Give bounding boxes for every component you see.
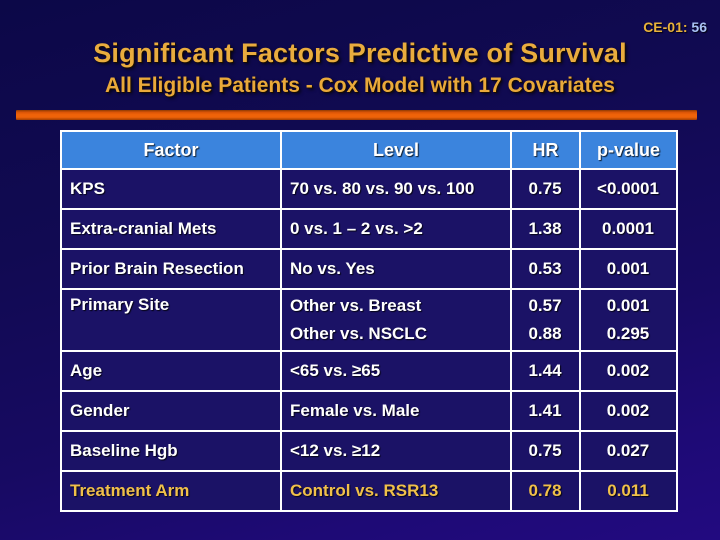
cell-line: 0.002 (606, 361, 650, 380)
table-body: KPS 70 vs. 80 vs. 90 vs. 100 0.75 <0.0001 Ex… (60, 168, 678, 512)
cell-line: 0.001 (606, 296, 650, 315)
factor-cell: KPS (60, 168, 282, 210)
level-cell: 70 vs. 80 vs. 90 vs. 100 (280, 168, 512, 210)
hr-cell: 0.75 (510, 430, 581, 472)
table-row: Treatment Arm Control vs. RSR13 0.78 0.011 (60, 470, 678, 512)
cell-line: Control vs. RSR13 (290, 481, 439, 500)
factor-cell: Treatment Arm (60, 470, 282, 512)
level-cell: <65 vs. ≥65 (280, 350, 512, 392)
level-cell: No vs. Yes (280, 248, 512, 290)
table-row: Prior Brain Resection No vs. Yes 0.53 0.001 (60, 248, 678, 290)
level-cell: Other vs. Breast Other vs. NSCLC (280, 288, 512, 352)
level-cell: Control vs. RSR13 (280, 470, 512, 512)
cell-line: Female vs. Male (290, 401, 420, 420)
factor-cell: Baseline Hgb (60, 430, 282, 472)
cell-line: 1.44 (528, 361, 562, 380)
cell-line: <65 vs. ≥65 (290, 361, 381, 380)
table-row: Extra-cranial Mets 0 vs. 1 – 2 vs. >2 1.38… (60, 208, 678, 250)
table-header: Factor Level HR p-value (60, 130, 678, 170)
cell-line: 0 vs. 1 – 2 vs. >2 (290, 219, 423, 238)
column-header-level: Level (280, 130, 512, 170)
hr-cell: 0.78 (510, 470, 581, 512)
factor-cell: Primary Site (60, 288, 282, 352)
hr-cell: 0.53 (510, 248, 581, 290)
slide-subtitle: All Eligible Patients - Cox Model with 1… (105, 74, 615, 97)
hr-cell: 0.57 0.88 (510, 288, 581, 352)
cell-line: 0.0001 (602, 219, 654, 238)
factor-cell: Age (60, 350, 282, 392)
p-value-cell: 0.0001 (579, 208, 678, 250)
cell-line: 0.88 (528, 324, 562, 343)
cell-line: 0.027 (606, 441, 650, 460)
header-row: Factor Level HR p-value (60, 130, 678, 170)
hr-cell: 0.75 (510, 168, 581, 210)
slide-number: CE-01: 56 (643, 19, 707, 35)
factor-cell: Extra-cranial Mets (60, 208, 282, 250)
cell-line: 0.295 (606, 324, 650, 343)
p-value-cell: 0.001 (579, 248, 678, 290)
divider-bar (16, 110, 697, 120)
cell-line: 0.011 (607, 481, 649, 500)
table-row: Age <65 vs. ≥65 1.44 0.002 (60, 350, 678, 392)
level-cell: Female vs. Male (280, 390, 512, 432)
cell-line: 1.38 (528, 219, 562, 238)
p-value-cell: 0.002 (579, 350, 678, 392)
table-row: Gender Female vs. Male 1.41 0.002 (60, 390, 678, 432)
cox-model-table: Factor Level HR p-value KPS 70 vs. 80 vs. 90… (60, 130, 678, 512)
cell-line: 0.78 (528, 481, 562, 500)
column-header-factor: Factor (60, 130, 282, 170)
cell-line: Other vs. Breast (290, 296, 422, 315)
table-row: KPS 70 vs. 80 vs. 90 vs. 100 0.75 <0.0001 (60, 168, 678, 210)
cell-line: 0.75 (528, 179, 562, 198)
level-cell: <12 vs. ≥12 (280, 430, 512, 472)
p-value-cell: 0.002 (579, 390, 678, 432)
p-value-cell: 0.027 (579, 430, 678, 472)
cell-line: 0.57 (528, 296, 562, 315)
slide-page-number: 56 (691, 19, 707, 35)
p-value-cell: 0.001 0.295 (579, 288, 678, 352)
table-row: Baseline Hgb <12 vs. ≥12 0.75 0.027 (60, 430, 678, 472)
cell-line: No vs. Yes (290, 259, 375, 278)
table-row: Primary Site Other vs. Breast Other vs. NS… (60, 288, 678, 352)
cell-line: 0.001 (606, 259, 650, 278)
column-header-p-value: p-value (579, 130, 678, 170)
hr-cell: 1.38 (510, 208, 581, 250)
factor-cell: Gender (60, 390, 282, 432)
cell-line: 0.53 (528, 259, 562, 278)
column-header-hr: HR (510, 130, 581, 170)
slide-code: CE-01: (643, 19, 692, 35)
cell-line: Other vs. NSCLC (290, 324, 427, 343)
hr-cell: 1.44 (510, 350, 581, 392)
p-value-cell: <0.0001 (579, 168, 678, 210)
level-cell: 0 vs. 1 – 2 vs. >2 (280, 208, 512, 250)
hr-cell: 1.41 (510, 390, 581, 432)
cell-line: <0.0001 (597, 179, 659, 198)
cell-line: 0.75 (528, 441, 562, 460)
p-value-cell: 0.011 (579, 470, 678, 512)
slide-title: Significant Factors Predictive of Surviv… (93, 38, 627, 68)
cell-line: 70 vs. 80 vs. 90 vs. 100 (290, 179, 475, 198)
factor-cell: Prior Brain Resection (60, 248, 282, 290)
cell-line: 0.002 (606, 401, 650, 420)
cell-line: <12 vs. ≥12 (290, 441, 381, 460)
cell-line: 1.41 (528, 401, 562, 420)
